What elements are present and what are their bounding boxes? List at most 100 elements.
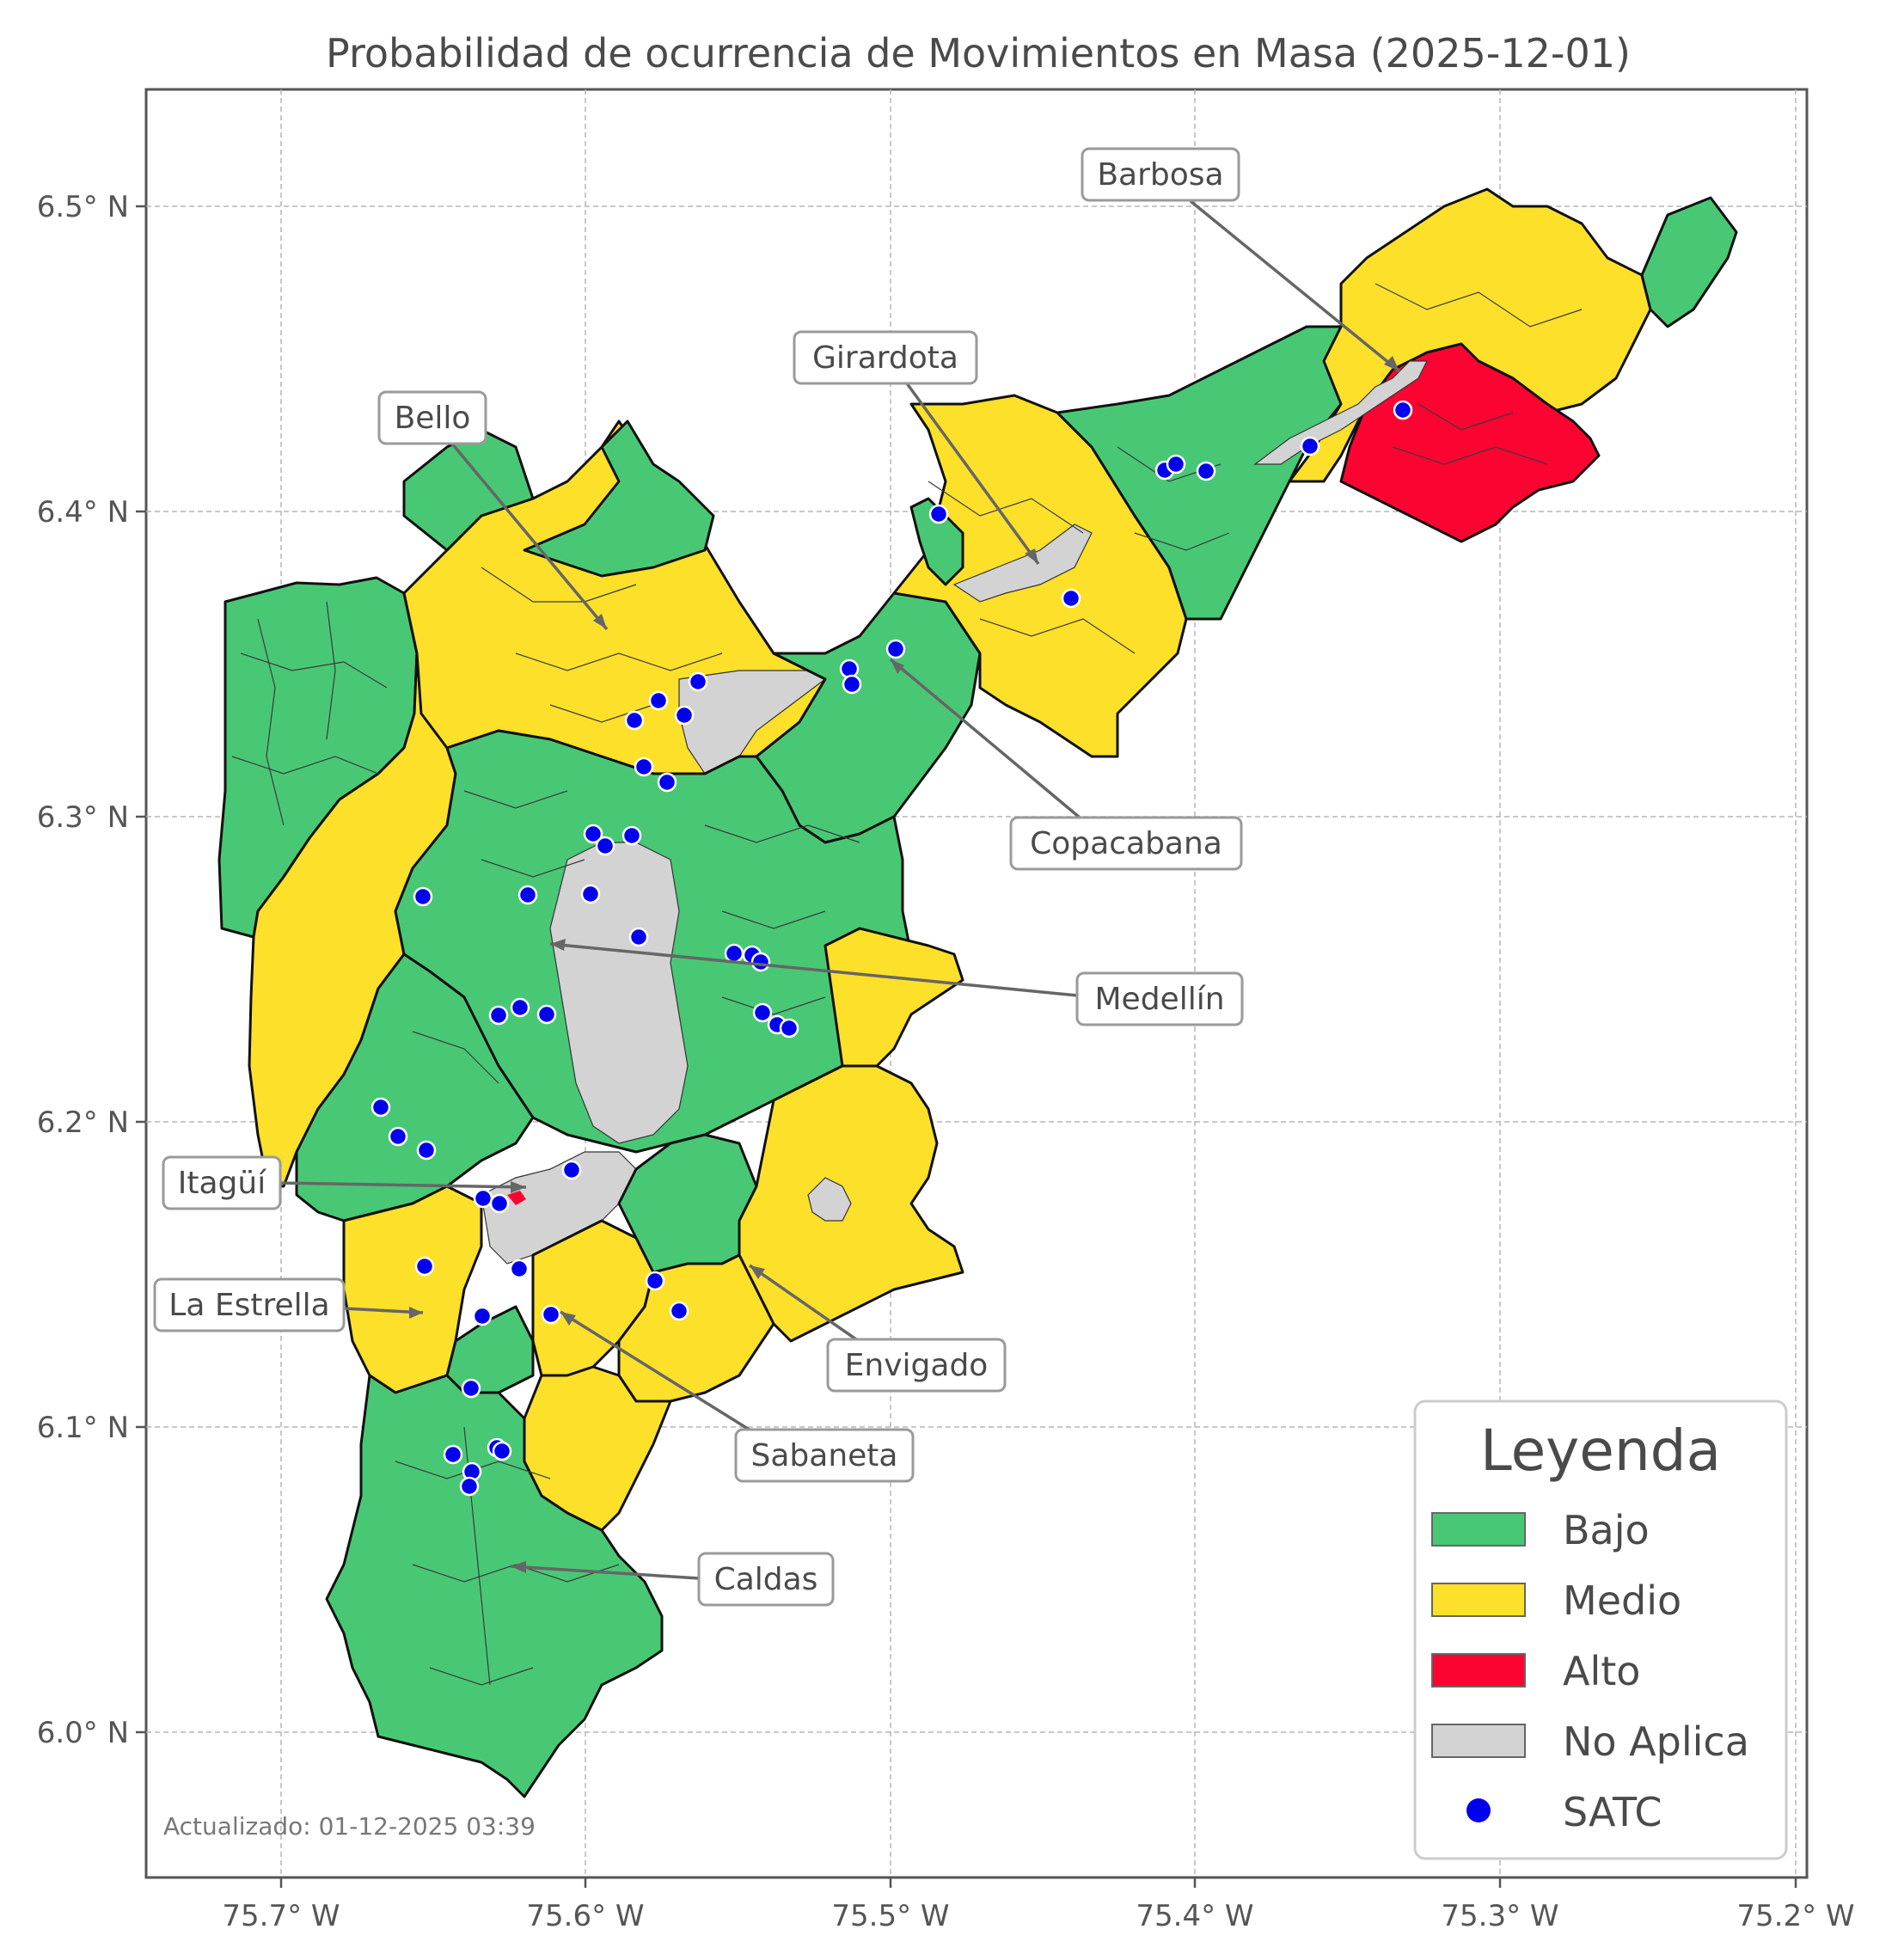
label-box-sabaneta (734, 1428, 915, 1483)
satc-marker (461, 1378, 481, 1399)
x-tick-label: 75.4° W (1136, 1899, 1253, 1933)
satc-marker (1196, 461, 1216, 481)
label-box-barbosa (1081, 147, 1240, 202)
legend: Leyenda Bajo Medio Alto No Aplica SATC (1413, 1400, 1788, 1860)
satc-marker (388, 1126, 408, 1147)
satc-marker (885, 639, 906, 659)
subdivision-lines (231, 283, 1583, 1686)
x-tick-label: 75.6° W (526, 1899, 644, 1933)
region-no-aplica (807, 1177, 852, 1222)
legend-label-bajo: Bajo (1563, 1507, 1650, 1553)
satc-marker (510, 997, 530, 1018)
label-girardota: Girardota (812, 340, 958, 376)
region-bajo (1640, 196, 1738, 328)
label-box-la-estrella (153, 1277, 346, 1332)
satc-marker (561, 1160, 582, 1180)
label-la-estrella: La Estrella (168, 1288, 329, 1323)
satc-marker (928, 504, 949, 524)
region-alto (507, 1191, 526, 1205)
satc-marker (1393, 400, 1413, 420)
satc-marker (492, 1441, 512, 1461)
label-box-caldas (697, 1552, 835, 1607)
legend-title: Leyenda (1480, 1418, 1721, 1484)
satc-marker (473, 1188, 493, 1209)
satc-marker (413, 886, 433, 907)
satc-marker (842, 674, 862, 695)
legend-swatch-alto (1431, 1653, 1526, 1687)
satc-marker (1300, 436, 1320, 456)
satc-marker (472, 1306, 493, 1326)
y-tick-label: 6.5° N (37, 190, 129, 224)
satc-marker (580, 884, 601, 904)
region-medio (617, 1253, 775, 1403)
annotations: Barbosa Girardota Bello Copacabana Medel… (153, 147, 1401, 1607)
label-box-medellin (1075, 971, 1244, 1026)
x-tick-label: 75.5° W (831, 1899, 949, 1933)
y-tick-label: 6.3° N (37, 800, 129, 835)
region-bajo (523, 420, 715, 578)
y-tick-label: 6.1° N (37, 1411, 129, 1445)
satc-markers (370, 400, 1413, 1497)
satc-marker (443, 1444, 463, 1465)
legend-label-alto: Alto (1563, 1648, 1640, 1694)
label-box-girardota (793, 330, 978, 385)
y-tick-label: 6.2° N (37, 1106, 129, 1140)
satc-marker (536, 1004, 557, 1025)
satc-marker (517, 885, 538, 905)
satc-marker (752, 1002, 773, 1023)
label-box-bello (377, 390, 487, 445)
satc-marker (509, 1259, 530, 1279)
legend-marker-satc (1466, 1798, 1491, 1822)
satc-marker (1166, 454, 1186, 475)
x-tick-label: 75.2° W (1736, 1899, 1854, 1933)
satc-marker (488, 1005, 509, 1026)
legend-swatch-medio (1431, 1583, 1526, 1617)
satc-marker (621, 825, 642, 846)
label-itagui: Itagüí (178, 1166, 266, 1201)
satc-marker (657, 772, 677, 793)
satc-marker (648, 690, 669, 711)
legend-swatch-bajo (1431, 1512, 1526, 1547)
region-bajo (325, 1374, 664, 1798)
y-tick-label: 6.4° N (37, 495, 129, 530)
label-box-envigado (826, 1338, 1007, 1393)
satc-marker (489, 1193, 510, 1214)
label-box-itagui (162, 1155, 282, 1210)
satc-marker (370, 1097, 391, 1118)
satc-marker (416, 1140, 437, 1161)
satc-marker (414, 1256, 435, 1277)
label-bello: Bello (395, 401, 471, 436)
satc-marker (624, 710, 645, 731)
legend-swatch-no-aplica (1431, 1724, 1526, 1758)
satc-marker (724, 943, 744, 964)
updated-timestamp: Actualizado: 01-12-2025 03:39 (163, 1812, 536, 1841)
satc-marker (674, 705, 695, 726)
satc-marker (750, 952, 771, 972)
region-no-aplica (952, 524, 1093, 603)
label-barbosa: Barbosa (1097, 157, 1223, 193)
label-box-copacabana (1009, 816, 1243, 871)
satc-marker (583, 824, 603, 844)
label-envigado: Envigado (845, 1348, 989, 1383)
satc-marker (541, 1304, 561, 1325)
label-sabaneta: Sabaneta (751, 1438, 898, 1473)
region-alto (1339, 342, 1601, 543)
satc-marker (688, 671, 708, 692)
axis-ticks (136, 205, 1797, 1888)
label-medellin: Medellín (1094, 982, 1224, 1017)
y-tick-label: 6.0° N (37, 1716, 129, 1750)
legend-label-no-aplica: No Aplica (1563, 1718, 1749, 1765)
satc-marker (669, 1301, 689, 1321)
label-caldas: Caldas (714, 1562, 818, 1597)
region-no-aplica (678, 670, 827, 775)
satc-marker (645, 1271, 665, 1291)
satc-marker (839, 658, 860, 679)
satc-marker (628, 927, 649, 947)
x-tick-label: 75.3° W (1441, 1899, 1558, 1933)
map-title: Probabilidad de ocurrencia de Movimiento… (326, 30, 1631, 77)
satc-marker (779, 1018, 799, 1038)
region-bajo (909, 497, 964, 586)
satc-marker (459, 1476, 480, 1497)
risk-map (217, 187, 1738, 1798)
